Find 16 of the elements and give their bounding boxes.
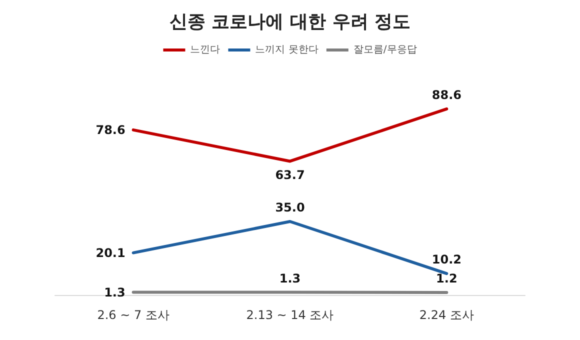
data-label: 63.7 (275, 168, 305, 182)
data-label: 1.3 (279, 271, 301, 286)
x-tick-label: 2.24 조사 (419, 308, 474, 322)
data-label: 78.6 (96, 122, 126, 137)
legend-label: 잘모름/무응답 (353, 44, 417, 56)
data-label: 10.2 (432, 252, 462, 267)
x-tick-label: 2.13 ~ 14 조사 (246, 308, 334, 322)
data-label: 35.0 (275, 200, 305, 214)
chart-title: 신종 코로나에 대한 우려 정도 (169, 12, 411, 32)
legend-label: 느낀다 (190, 44, 220, 56)
data-label: 1.3 (104, 285, 126, 300)
x-tick-label: 2.6 ~ 7 조사 (97, 308, 170, 322)
data-label: 1.2 (436, 271, 458, 286)
legend-label: 느끼지 못한다 (255, 44, 318, 56)
data-label: 88.6 (432, 88, 462, 102)
data-label: 20.1 (96, 246, 126, 260)
